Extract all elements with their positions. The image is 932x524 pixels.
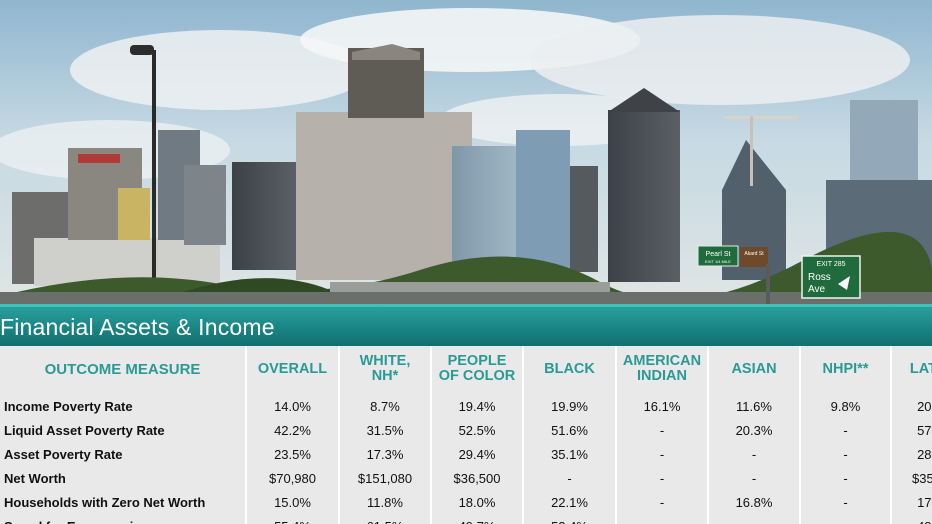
table-cell-asian: - — [708, 442, 801, 466]
header-text-line: AMERICAN — [622, 353, 702, 369]
financial-assets-table: OUTCOME MEASURE OVERALL WHITE, NH* PEOPLE OF … — [0, 346, 932, 524]
table-cell-people-of-color: 52.5% — [431, 418, 524, 442]
table-cell-white-nh: $151,080 — [339, 466, 432, 490]
table-cell-asian: 11.6% — [708, 392, 801, 418]
table-row: Liquid Asset Poverty Rate 42.2% 31.5% 52.5%… — [0, 418, 932, 442]
header-black: BLACK — [523, 346, 617, 392]
table-cell-nhpi: - — [800, 442, 892, 466]
table-row: Asset Poverty Rate 23.5% 17.3% 29.4% 35.1% - -… — [0, 442, 932, 466]
table-cell-american-indian: - — [616, 490, 709, 514]
header-american-indian: AMERICAN INDIAN — [616, 346, 709, 392]
table-cell-american-indian: 16.1% — [616, 392, 709, 418]
table-cell-latinx: 17.3% — [891, 490, 932, 514]
outcome-measure-label: Households with Zero Net Worth — [0, 490, 247, 514]
header-outcome-measure: OUTCOME MEASURE — [0, 346, 247, 392]
table-cell-people-of-color: $36,500 — [431, 466, 524, 490]
outcome-measure-label: Net Worth — [0, 466, 247, 490]
table-cell-latinx: 48.1% — [891, 514, 932, 524]
table-cell-black: 22.1% — [523, 490, 617, 514]
table-cell-overall: 23.5% — [246, 442, 340, 466]
header-text-line: LATINX — [909, 360, 932, 377]
table-cell-white-nh: 17.3% — [339, 442, 432, 466]
ross-ave-sign-line1: Ross — [808, 272, 831, 283]
table-cell-american-indian: - — [616, 514, 709, 524]
table-cell-white-nh: 8.7% — [339, 392, 432, 418]
table-cell-black: 51.6% — [523, 418, 617, 442]
table-cell-asian: 20.3% — [708, 418, 801, 442]
table-row: Income Poverty Rate 14.0% 8.7% 19.4% 19.9% 16… — [0, 392, 932, 418]
header-text-line: OUTCOME MEASURE — [44, 360, 201, 378]
table-cell-white-nh: 31.5% — [339, 418, 432, 442]
table-cell-black: 19.9% — [523, 392, 617, 418]
header-text-line: BLACK — [544, 360, 595, 377]
table-cell-latinx: $35,000 — [891, 466, 932, 490]
title-band: Financial Assets & Income — [0, 304, 932, 346]
table-cell-white-nh: 61.5% — [339, 514, 432, 524]
header-text-line: OVERALL — [257, 360, 328, 377]
table-cell-asian: - — [708, 466, 801, 490]
header-nhpi: NHPI** — [800, 346, 892, 392]
header-text-line: NH* — [371, 368, 399, 384]
table-cell-black: 35.1% — [523, 442, 617, 466]
table-cell-american-indian: - — [616, 442, 709, 466]
table-cell-asian: - — [708, 514, 801, 524]
table-cell-american-indian: - — [616, 466, 709, 490]
table-cell-nhpi: - — [800, 490, 892, 514]
table-cell-nhpi: - — [800, 466, 892, 490]
header-latinx: LATINX — [891, 346, 932, 392]
table-cell-people-of-color: 49.7% — [431, 514, 524, 524]
table-cell-latinx: 57.8% — [891, 418, 932, 442]
header-text-line: NHPI** — [822, 360, 869, 377]
table-cell-white-nh: 11.8% — [339, 490, 432, 514]
pearl-street-sign-sub: EXIT 1/4 MILE — [705, 259, 731, 264]
outcome-measure-label: Income Poverty Rate — [0, 392, 247, 418]
header-text-line: PEOPLE — [447, 353, 507, 369]
table-body: Income Poverty Rate 14.0% 8.7% 19.4% 19.9% 16… — [0, 392, 932, 524]
header-overall: OVERALL — [246, 346, 340, 392]
table-row: Households with Zero Net Worth 15.0% 11.8%… — [0, 490, 932, 514]
table-cell-overall: 55.4% — [246, 514, 340, 524]
header-text-line: INDIAN — [637, 368, 687, 384]
header-text-line: OF COLOR — [438, 368, 516, 384]
table-cell-asian: 16.8% — [708, 490, 801, 514]
graphic-title: Financial Assets & Income — [0, 314, 275, 340]
table-cell-overall: 42.2% — [246, 418, 340, 442]
table-cell-overall: 15.0% — [246, 490, 340, 514]
table-cell-nhpi: 9.8% — [800, 392, 892, 418]
table-row: Net Worth$70,980$151,080$36,500----$35,0… — [0, 466, 932, 490]
table-cell-people-of-color: 29.4% — [431, 442, 524, 466]
header-asian: ASIAN — [708, 346, 801, 392]
table-cell-overall: $70,980 — [246, 466, 340, 490]
ross-ave-sign-line2: Ave — [808, 284, 825, 295]
table-cell-black: - — [523, 466, 617, 490]
header-text-line: WHITE, — [359, 353, 411, 369]
pearl-street-sign: Pearl St — [706, 251, 731, 258]
table-cell-overall: 14.0% — [246, 392, 340, 418]
table-cell-people-of-color: 19.4% — [431, 392, 524, 418]
outcome-measure-label: Asset Poverty Rate — [0, 442, 247, 466]
table-cell-latinx: 20.8% — [891, 392, 932, 418]
table-cell-american-indian: - — [616, 418, 709, 442]
outcome-measure-label: Liquid Asset Poverty Rate — [0, 418, 247, 442]
exit-285-sign: EXIT 285 — [816, 261, 845, 268]
header-people-of-color: PEOPLE OF COLOR — [431, 346, 524, 392]
table-cell-latinx: 28.9% — [891, 442, 932, 466]
table-row: Saved for Emergencies55.4%61.5%49.7%52.4… — [0, 514, 932, 524]
table-cell-nhpi: - — [800, 514, 892, 524]
table-header-row: OUTCOME MEASURE OVERALL WHITE, NH* PEOPLE OF … — [0, 346, 932, 392]
header-white-nh: WHITE, NH* — [339, 346, 432, 392]
akard-street-sign: Akard St — [744, 251, 764, 257]
table-cell-people-of-color: 18.0% — [431, 490, 524, 514]
header-text-line: ASIAN — [731, 360, 777, 377]
outcome-measure-label: Saved for Emergencies — [0, 514, 247, 524]
dallas-skyline-image: Pearl St EXIT 1/4 MILE Akard St EXIT 285… — [0, 0, 932, 304]
table-cell-black: 52.4% — [523, 514, 617, 524]
table-cell-nhpi: - — [800, 418, 892, 442]
